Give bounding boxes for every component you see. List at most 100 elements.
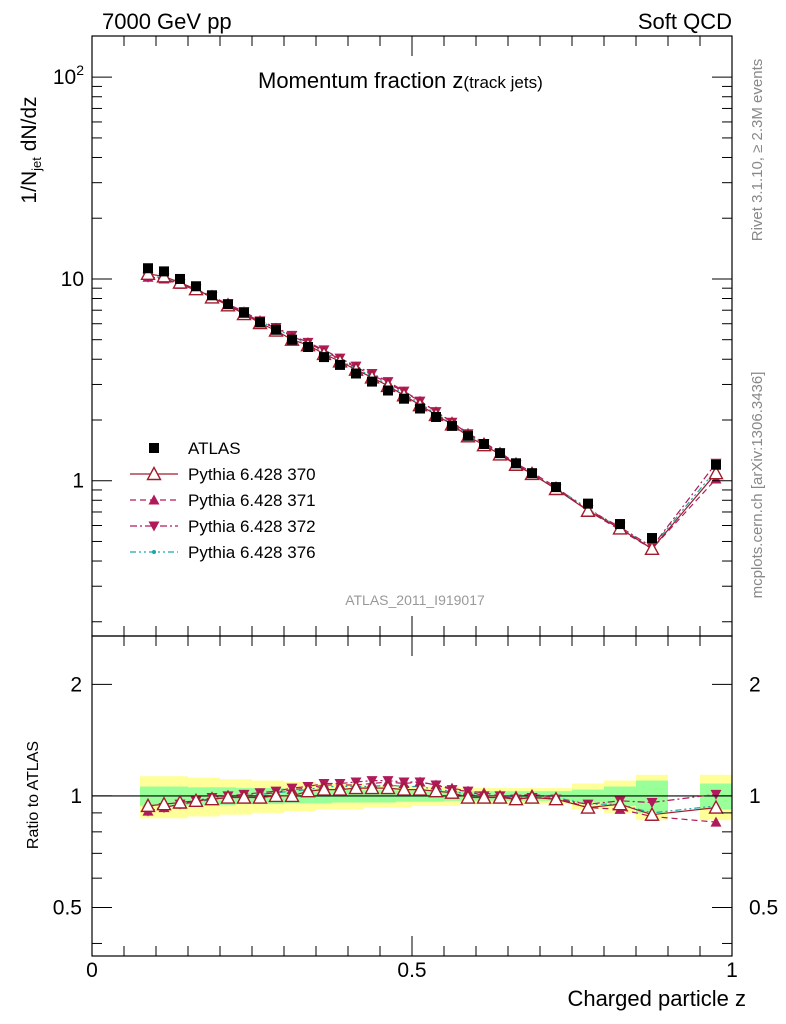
y-tick-label: 1	[72, 470, 84, 493]
ratio-data-point	[220, 789, 236, 804]
main-data-point	[255, 317, 265, 328]
main-data-point	[159, 266, 169, 277]
main-data-point	[239, 307, 249, 318]
analysis-watermark: ATLAS_2011_I919017	[345, 592, 485, 608]
ratio-data-point	[428, 783, 444, 798]
x-tick-labels: 0 0.5 1	[86, 959, 738, 982]
main-data-point	[319, 352, 329, 363]
main-data-point	[335, 359, 345, 370]
ratio-data-point	[524, 789, 540, 804]
main-data-point	[527, 468, 537, 479]
main-data-point	[399, 393, 409, 404]
x-tick-label: 0.5	[397, 959, 426, 982]
main-data-point	[580, 502, 596, 517]
main-data-point	[711, 459, 721, 470]
main-data-point	[140, 265, 156, 281]
ratio-data-point	[188, 792, 204, 808]
main-data-point	[271, 324, 281, 335]
ratio-data-point	[708, 799, 724, 814]
mcplots-url-label: mcplots.cern.ch [arXiv:1306.3436]	[749, 372, 766, 599]
legend-marker	[148, 494, 160, 505]
legend-label: Pythia 6.428 372	[188, 517, 316, 536]
y-tick-label: 1	[749, 785, 761, 808]
ratio-data-point	[646, 797, 658, 808]
ratio-y-tick-labels: 0.5 0.5 1 1 2 2	[53, 673, 778, 919]
y-tick-label: 0.5	[749, 897, 778, 920]
ratio-data-point	[300, 783, 316, 798]
legend-marker	[148, 521, 160, 532]
ratio-data-point	[332, 781, 348, 796]
main-data-point	[287, 334, 297, 345]
ratio-panel: 0.5 0.5 1 1 2 2 0 0.5 1 Ratio to ATLAS Charged …	[25, 635, 778, 1011]
x-tick-label: 0	[86, 959, 98, 982]
y-tick-label: 1	[70, 785, 82, 808]
ratio-data-point	[710, 816, 722, 827]
x-axis-label: Charged particle z	[567, 986, 746, 1011]
rivet-version-label: Rivet 3.1.10, ≥ 2.3M events	[749, 59, 766, 242]
ratio-data-point	[348, 780, 364, 795]
main-data-point	[615, 519, 625, 530]
main-data-point	[511, 458, 521, 469]
ratio-data-point	[236, 789, 252, 804]
main-data-point	[143, 263, 153, 274]
ratio-data-point	[172, 794, 188, 809]
main-data-point	[479, 439, 489, 450]
main-data-point	[223, 299, 233, 310]
beam-energy-label: 7000 GeV pp	[102, 9, 232, 34]
plot-title: Momentum fraction z(track jets)	[258, 68, 543, 93]
main-data-point	[583, 498, 593, 509]
main-data-point	[644, 540, 660, 555]
main-data-point	[495, 448, 505, 459]
ratio-data-point	[268, 787, 284, 803]
ratio-data-point	[252, 789, 268, 804]
main-data-point	[175, 273, 185, 284]
main-data-point	[708, 465, 724, 480]
main-data-point	[383, 385, 393, 396]
x-tick-label: 1	[726, 959, 738, 982]
main-data-point	[647, 533, 657, 544]
y-tick-label: 2	[749, 673, 761, 696]
legend-label: Pythia 6.428 371	[188, 491, 316, 510]
ratio-data-point	[204, 791, 220, 806]
main-data-point	[447, 420, 457, 431]
legend-label: ATLAS	[188, 439, 241, 458]
main-axis-ticks	[91, 36, 733, 636]
ratio-data-point	[548, 791, 564, 806]
legend-marker	[149, 443, 159, 453]
process-label: Soft QCD	[638, 9, 732, 34]
main-data-point	[207, 290, 217, 301]
main-panel: 102 10 1 Momentum fraction z(track jets) 1…	[18, 35, 733, 637]
ratio-y-axis-label: Ratio to ATLAS	[25, 741, 42, 849]
legend: ATLAS Pythia 6.428 370 Pythia 6.428 371 Pyt…	[130, 439, 316, 562]
ratio-axis-ticks	[91, 636, 733, 956]
main-data-point	[351, 368, 361, 379]
ratio-data-point	[476, 789, 492, 804]
y-tick-label: 102	[53, 62, 84, 89]
ratio-data-point	[284, 787, 300, 803]
ratio-data-point	[140, 797, 156, 813]
ratio-data-point	[508, 791, 524, 806]
main-data-point	[415, 403, 425, 414]
ratio-data-point	[644, 806, 660, 821]
ratio-series-line	[147, 781, 717, 823]
main-data-point	[191, 281, 201, 292]
y-tick-label: 10	[61, 268, 84, 291]
main-data-point	[551, 482, 561, 493]
legend-marker	[146, 466, 162, 481]
ratio-data-point	[444, 784, 460, 799]
main-data-point	[463, 430, 473, 441]
ratio-data-point	[492, 789, 508, 804]
ratio-data-point	[316, 781, 332, 796]
main-data-point	[367, 376, 377, 387]
ratio-data-point	[156, 796, 172, 811]
ratio-data-point	[380, 780, 396, 795]
ratio-data-point	[364, 780, 380, 795]
y-tick-label: 2	[70, 673, 82, 696]
ratio-data-point	[612, 796, 628, 811]
main-y-axis-label: 1/Njet dN/dz	[18, 96, 44, 203]
ratio-plot-content	[140, 776, 724, 827]
legend-marker	[152, 550, 156, 554]
ratio-data-point	[412, 781, 428, 796]
main-data-point	[431, 411, 441, 422]
